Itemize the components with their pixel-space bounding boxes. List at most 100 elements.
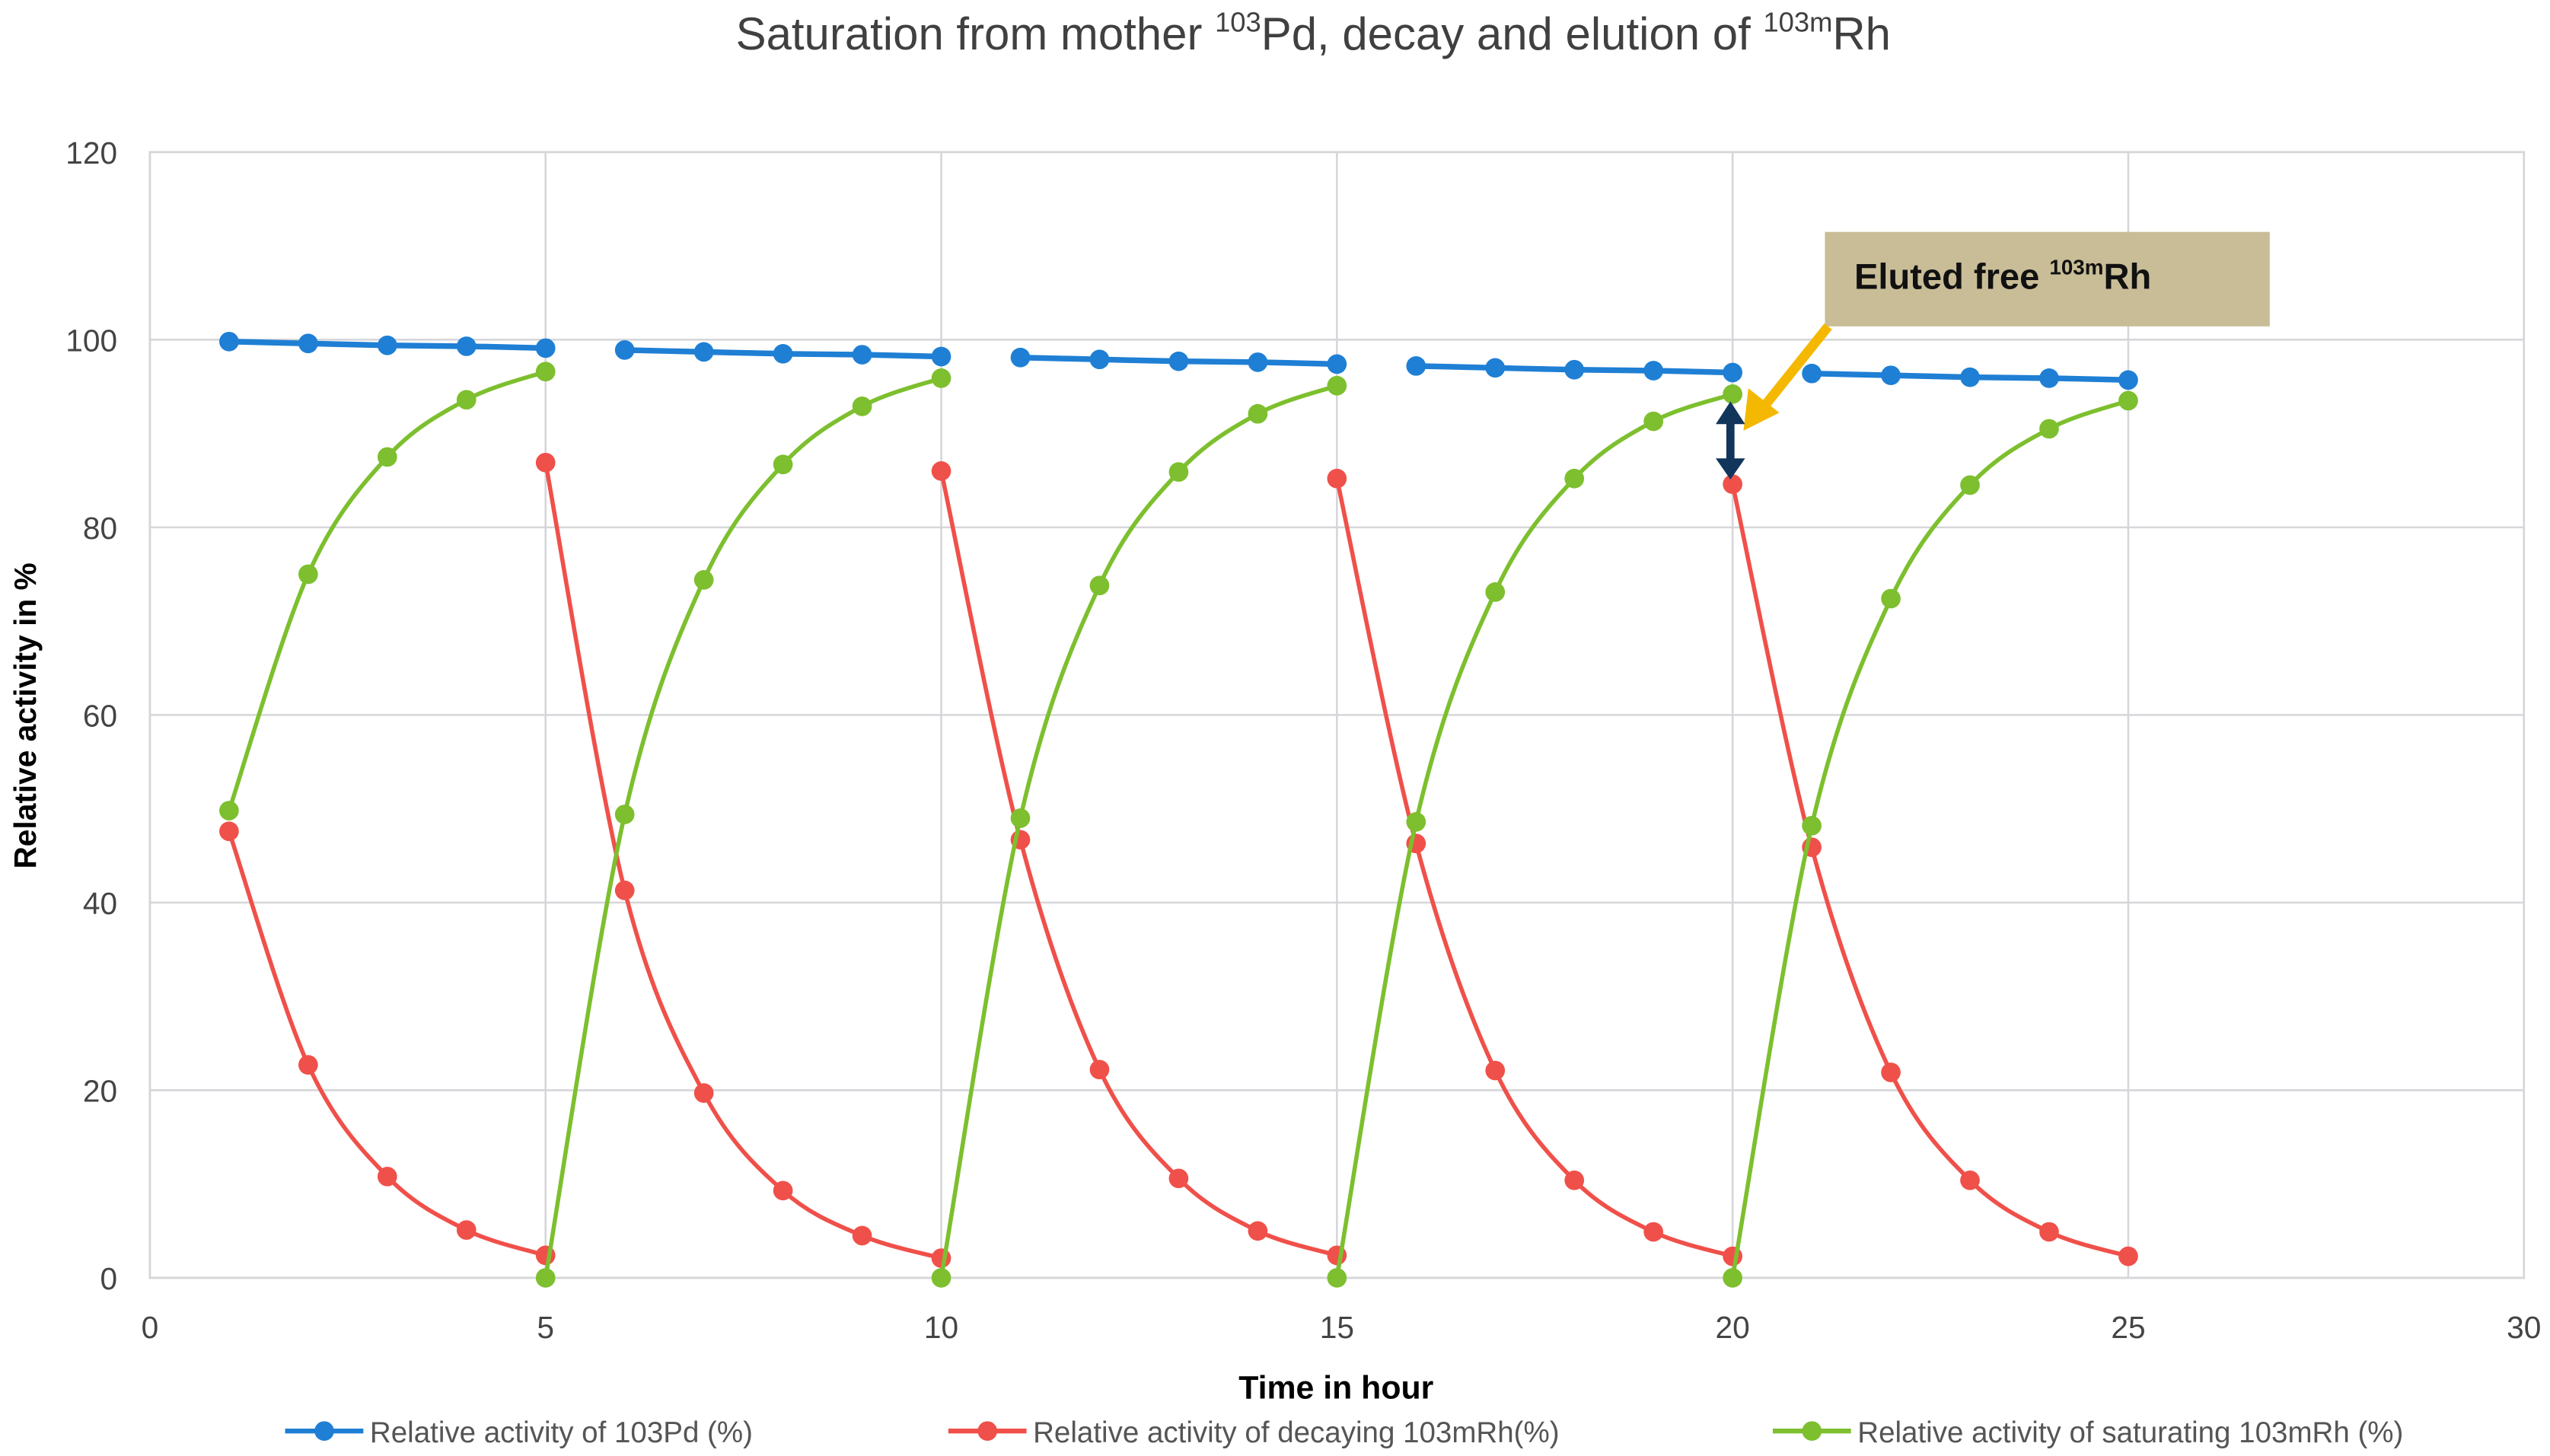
data-point bbox=[377, 335, 397, 355]
data-point bbox=[1881, 365, 1901, 386]
data-point bbox=[1564, 359, 1585, 380]
data-point bbox=[693, 342, 714, 362]
data-point bbox=[773, 343, 793, 364]
data-point bbox=[614, 881, 635, 900]
data-point bbox=[1485, 1060, 1506, 1081]
data-point bbox=[377, 447, 397, 467]
series-line bbox=[543, 462, 942, 1260]
y-tick-label: 80 bbox=[83, 511, 117, 546]
data-point bbox=[456, 1220, 477, 1240]
x-tick-label: 20 bbox=[1716, 1310, 1750, 1345]
data-point bbox=[1248, 1221, 1268, 1241]
data-point bbox=[852, 397, 872, 416]
data-point bbox=[1406, 355, 1426, 376]
y-tick-label: 20 bbox=[83, 1073, 117, 1108]
series-1 bbox=[219, 331, 2138, 390]
data-point bbox=[852, 345, 872, 365]
series-line bbox=[939, 470, 1338, 1258]
data-point bbox=[1010, 347, 1031, 368]
series-line bbox=[227, 369, 547, 811]
data-point bbox=[931, 461, 951, 481]
data-point bbox=[1723, 384, 1742, 404]
data-point bbox=[298, 1055, 318, 1075]
x-tick-label: 0 bbox=[142, 1310, 159, 1345]
data-point bbox=[456, 336, 477, 356]
data-point bbox=[1168, 1168, 1189, 1189]
legend-marker bbox=[977, 1421, 998, 1442]
x-axis-label: Time in hour bbox=[1238, 1369, 1433, 1406]
series-line bbox=[1730, 483, 2129, 1259]
data-point bbox=[1564, 468, 1585, 489]
annotation-box bbox=[1825, 231, 2270, 327]
data-point bbox=[219, 821, 239, 842]
series-line bbox=[227, 830, 547, 1258]
annotation-arrow-shaft bbox=[1759, 323, 1832, 411]
data-point bbox=[2118, 390, 2138, 411]
y-tick-label: 60 bbox=[83, 698, 117, 733]
x-tick-label: 5 bbox=[537, 1310, 554, 1345]
double-arrow-icon bbox=[1716, 401, 1745, 480]
chart-title: Saturation from mother 103Pd, decay and … bbox=[736, 6, 1891, 59]
legend-item-3: Relative activity of saturating 103mRh (… bbox=[1772, 1416, 2403, 1449]
data-point bbox=[2039, 1222, 2059, 1242]
data-point bbox=[1248, 403, 1268, 424]
data-point bbox=[1643, 361, 1664, 381]
series-line bbox=[543, 376, 942, 1279]
data-point bbox=[1643, 1222, 1664, 1242]
data-point bbox=[298, 564, 318, 585]
legend-label: Relative activity of 103Pd (%) bbox=[370, 1416, 753, 1449]
data-point bbox=[1327, 1268, 1347, 1288]
legend-label: Relative activity of saturating 103mRh (… bbox=[1857, 1416, 2403, 1449]
data-point bbox=[1960, 475, 1980, 495]
y-tick-label: 100 bbox=[65, 323, 117, 358]
data-point bbox=[614, 804, 635, 824]
data-point bbox=[456, 390, 477, 410]
data-point bbox=[2039, 368, 2059, 388]
series-3 bbox=[219, 362, 2138, 1288]
data-point bbox=[219, 331, 239, 352]
data-point bbox=[1802, 815, 1822, 836]
data-point bbox=[1248, 352, 1268, 372]
data-point bbox=[535, 1268, 556, 1288]
data-point bbox=[1881, 1063, 1901, 1082]
data-point bbox=[614, 340, 635, 360]
data-point bbox=[1485, 358, 1506, 378]
series-line bbox=[1334, 478, 1733, 1259]
data-point bbox=[535, 362, 556, 382]
x-axis-ticks: 0 5 10 15 20 25 30 bbox=[142, 1310, 2542, 1345]
legend-marker bbox=[314, 1421, 334, 1442]
series-2 bbox=[219, 452, 2138, 1268]
data-point bbox=[931, 368, 951, 388]
data-point bbox=[1960, 367, 1980, 387]
data-point bbox=[1327, 375, 1347, 396]
data-point bbox=[773, 454, 793, 475]
data-point bbox=[219, 801, 239, 820]
annotation-text: Eluted free 103mRh bbox=[1854, 255, 2151, 296]
data-point bbox=[1168, 351, 1189, 371]
x-tick-label: 10 bbox=[924, 1310, 958, 1345]
data-point bbox=[298, 333, 318, 354]
data-point bbox=[931, 346, 951, 367]
data-point bbox=[1089, 575, 1110, 596]
data-point bbox=[693, 1083, 714, 1103]
data-point bbox=[2118, 1246, 2138, 1266]
data-point bbox=[693, 570, 714, 590]
data-point bbox=[377, 1166, 397, 1187]
legend: Relative activity of 103Pd (%) Relative a… bbox=[285, 1416, 2403, 1449]
x-tick-label: 30 bbox=[2507, 1310, 2541, 1345]
data-point bbox=[535, 338, 556, 358]
data-point bbox=[535, 452, 556, 473]
legend-item-2: Relative activity of decaying 103mRh(%) bbox=[948, 1416, 1560, 1449]
legend-item-1: Relative activity of 103Pd (%) bbox=[285, 1416, 753, 1449]
data-point bbox=[1723, 362, 1742, 383]
data-point bbox=[1643, 411, 1664, 432]
data-point bbox=[931, 1248, 951, 1268]
data-point bbox=[1723, 474, 1742, 494]
x-tick-label: 15 bbox=[1320, 1310, 1354, 1345]
annotation-arrow-head bbox=[1743, 388, 1780, 431]
legend-marker bbox=[1802, 1421, 1822, 1442]
y-axis-label: Relative activity in % bbox=[8, 562, 43, 868]
data-point bbox=[2118, 370, 2138, 390]
y-tick-label: 40 bbox=[83, 886, 117, 921]
